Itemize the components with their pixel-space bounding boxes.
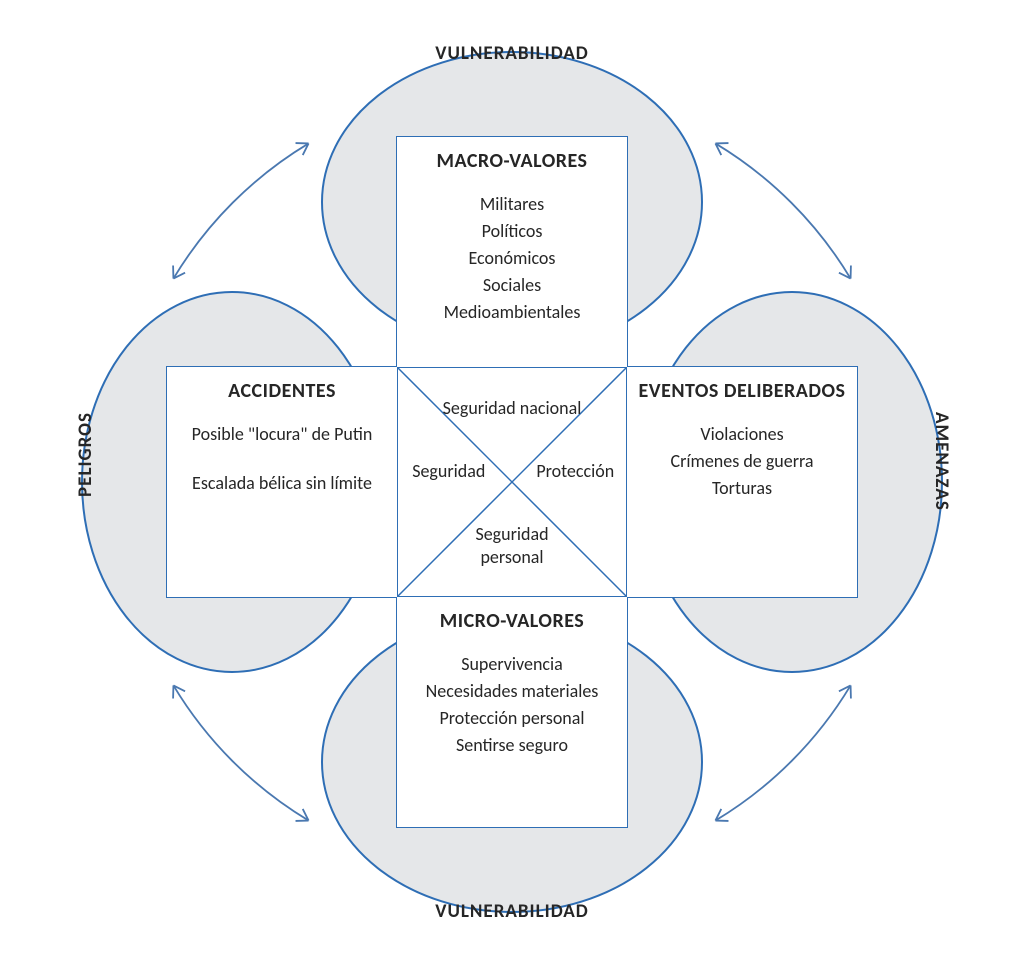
outer-label-right: AMENAZAS [930,412,953,511]
connector-arrow [715,143,850,278]
petal-heading-right: EVENTOS DELIBERADOS [635,379,849,403]
petal-content-top: MACRO-VALORES MilitaresPolíticosEconómico… [397,137,627,367]
list-item: Sociales [405,272,619,299]
list-item: Posible "locura" de Putin [175,421,389,448]
connector-arrow [173,685,308,820]
list-item: Militares [405,191,619,218]
petal-items-top: MilitaresPolíticosEconómicosSocialesMedi… [405,191,619,326]
outer-label-top: VULNERABILIDAD [392,42,632,65]
petal-heading-left: ACCIDENTES [175,379,389,403]
list-item: Necesidades materiales [405,678,619,705]
outer-label-left: PELIGROS [74,412,97,497]
list-item: Escalada bélica sin límite [175,470,389,497]
petal-content-left: ACCIDENTES Posible "locura" de Putin Escal… [167,367,397,597]
center-label-left: Seguridad [394,460,504,483]
petal-items-bottom: SupervivenciaNecesidades materialesProte… [405,651,619,759]
outer-label-bottom: VULNERABILIDAD [392,900,632,923]
petal-content-bottom: MICRO-VALORES SupervivenciaNecesidades ma… [397,597,627,827]
list-item: Protección personal [405,705,619,732]
list-item: Políticos [405,218,619,245]
list-item: Supervivencia [405,651,619,678]
list-item: Violaciones [635,421,849,448]
list-item: Crímenes de guerra [635,448,849,475]
list-item: Medioambientales [405,299,619,326]
petal-heading-bottom: MICRO-VALORES [405,609,619,633]
diagram-stage: MACRO-VALORES MilitaresPolíticosEconómico… [0,0,1024,965]
petal-items-right: ViolacionesCrímenes de guerraTorturas [635,421,849,502]
list-item: Económicos [405,245,619,272]
petal-content-right: EVENTOS DELIBERADOS ViolacionesCrímenes d… [627,367,857,597]
center-label-right: Protección [520,460,630,483]
petal-heading-top: MACRO-VALORES [405,149,619,173]
list-item: Sentirse seguro [405,732,619,759]
petal-items-left: Posible "locura" de Putin Escalada bélica… [175,421,389,497]
connector-arrow [715,685,850,820]
center-label-top: Seguridad nacional [442,397,582,420]
center-label-bottom: Seguridad personal [442,523,582,568]
connector-arrow [173,143,308,278]
list-item: Torturas [635,475,849,502]
